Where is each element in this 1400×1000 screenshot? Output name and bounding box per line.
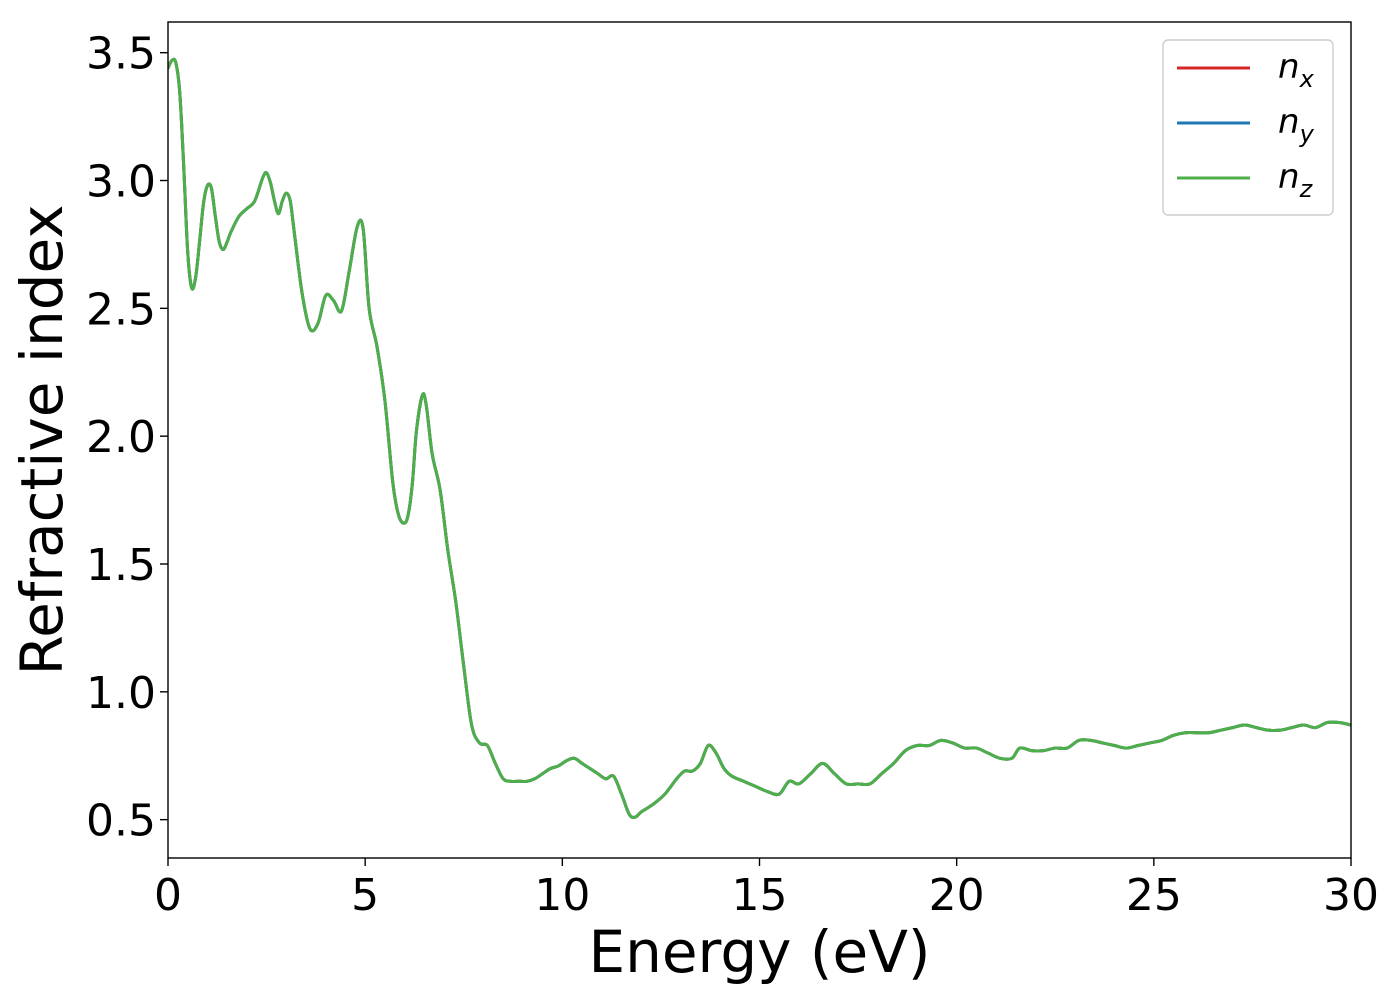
x-tick-label: 0 bbox=[154, 870, 182, 921]
x-tick-label: 5 bbox=[351, 870, 379, 921]
y-tick-label: 0.5 bbox=[86, 796, 156, 847]
y-tick-label: 2.0 bbox=[86, 412, 156, 463]
y-tick-label: 3.0 bbox=[86, 157, 156, 208]
y-tick-label: 1.5 bbox=[86, 540, 156, 591]
y-tick-label: 3.5 bbox=[86, 29, 156, 80]
series-layer bbox=[168, 57, 1351, 819]
legend-box bbox=[1162, 39, 1334, 216]
plot-background bbox=[168, 22, 1351, 858]
x-tick-label: 15 bbox=[732, 870, 788, 921]
y-axis-ticks: 0.5 1.0 1.5 2.0 2.5 3.0 3.5 bbox=[86, 29, 168, 847]
y-tick-label: 1.0 bbox=[86, 668, 156, 719]
x-axis-label: Energy (eV) bbox=[588, 918, 930, 986]
x-tick-label: 25 bbox=[1126, 870, 1182, 921]
x-tick-label: 20 bbox=[929, 870, 985, 921]
y-tick-label: 2.5 bbox=[86, 284, 156, 335]
x-tick-label: 10 bbox=[534, 870, 590, 921]
series-line-nz bbox=[168, 57, 1351, 819]
y-axis-label: Refractive index bbox=[8, 204, 76, 675]
x-tick-label: 30 bbox=[1323, 870, 1379, 921]
x-axis-ticks: 0 5 10 15 20 25 30 bbox=[154, 858, 1379, 921]
